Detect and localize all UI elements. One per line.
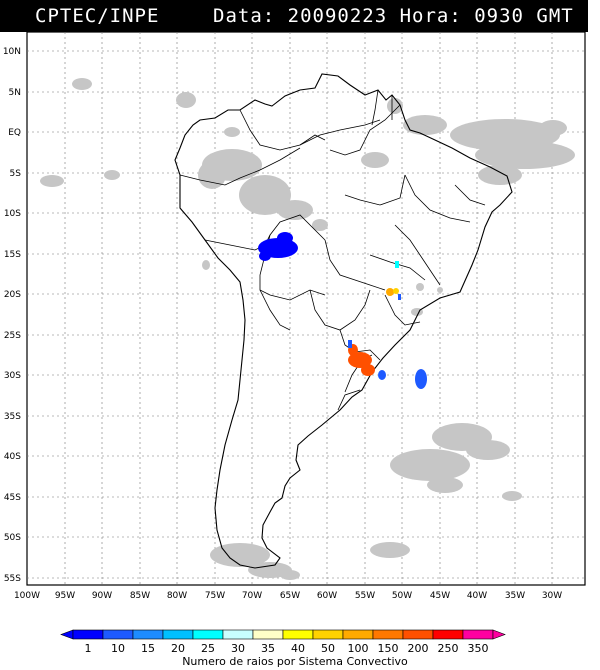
- lat-label: EQ: [8, 128, 21, 138]
- lon-label: 70W: [242, 591, 262, 601]
- lat-label: 10S: [4, 209, 21, 219]
- lat-label: 40S: [4, 452, 21, 462]
- lon-label: 95W: [55, 591, 75, 601]
- lon-label: 100W: [14, 591, 40, 601]
- lat-label: 10N: [3, 47, 21, 57]
- legend-value: 10: [111, 642, 125, 655]
- title-bar: CPTEC/INPE Data: 20090223 Hora: 0930 GMT: [0, 0, 588, 32]
- legend-value: 30: [231, 642, 245, 655]
- lat-label: 20S: [4, 290, 21, 300]
- lon-label: 30W: [542, 591, 562, 601]
- cloud-cover: [40, 78, 575, 580]
- lat-label: 55S: [4, 574, 21, 584]
- lon-label: 50W: [392, 591, 412, 601]
- legend-swatch: [222, 629, 254, 640]
- lon-label: 85W: [130, 591, 150, 601]
- longitude-labels: 100W 95W 90W 85W 80W 75W 70W 65W 60W 55W…: [14, 591, 562, 601]
- legend-value: 50: [321, 642, 335, 655]
- source-label: CPTEC/INPE: [35, 5, 160, 27]
- legend-value: 250: [438, 642, 459, 655]
- date-time-label: Data: 20090223 Hora: 0930 GMT: [213, 5, 574, 27]
- legend-value: 100: [348, 642, 369, 655]
- legend-swatch: [402, 629, 434, 640]
- minas-cluster: [386, 288, 401, 300]
- legend-value: 15: [141, 642, 155, 655]
- color-legend: 1 10 15 20 25 30 35 40 50 100 150 200 25…: [60, 629, 506, 668]
- lat-label: 30S: [4, 371, 21, 381]
- legend-swatch: [372, 629, 404, 640]
- coastline: [174, 73, 513, 569]
- legend-swatch: [342, 629, 374, 640]
- legend-title: Numero de raios por Sistema Convectivo: [182, 655, 408, 668]
- legend-value: 35: [261, 642, 275, 655]
- latitude-labels: 10N 5N EQ 5S 10S 15S 20S 25S 30S 35S 40S…: [3, 47, 21, 584]
- lon-label: 90W: [92, 591, 112, 601]
- legend-swatch: [432, 629, 464, 640]
- lon-label: 35W: [505, 591, 525, 601]
- bolivia-cluster: [258, 232, 298, 261]
- legend-value: 25: [201, 642, 215, 655]
- lon-label: 75W: [205, 591, 225, 601]
- legend-swatch: [282, 629, 314, 640]
- lat-label: 5S: [10, 169, 22, 179]
- lon-label: 55W: [355, 591, 375, 601]
- legend-swatch: [162, 629, 194, 640]
- legend-value: 1: [85, 642, 92, 655]
- legend-swatch: [462, 629, 494, 640]
- lat-label: 50S: [4, 533, 21, 543]
- legend-arrow-right: [492, 629, 506, 640]
- legend-swatch: [252, 629, 284, 640]
- lon-label: 60W: [317, 591, 337, 601]
- convective-systems: [258, 232, 427, 389]
- paraguay-cluster: [348, 340, 375, 376]
- lon-label: 80W: [167, 591, 187, 601]
- legend-swatch: [312, 629, 344, 640]
- legend-value: 40: [291, 642, 305, 655]
- legend-swatch: [192, 629, 224, 640]
- legend-swatches: [60, 629, 506, 640]
- legend-arrow-left: [60, 629, 74, 640]
- lat-label: 45S: [4, 493, 21, 503]
- legend-value: 350: [468, 642, 489, 655]
- lon-label: 40W: [467, 591, 487, 601]
- lon-label: 45W: [430, 591, 450, 601]
- lat-label: 25S: [4, 331, 21, 341]
- lat-label: 35S: [4, 412, 21, 422]
- lat-label: 15S: [4, 250, 21, 260]
- legend-swatch: [72, 629, 104, 640]
- lon-label: 65W: [280, 591, 300, 601]
- rs-cluster: [378, 370, 386, 380]
- map-frame: [26, 32, 586, 586]
- atlantic-cluster: [415, 369, 427, 389]
- map-canvas: 10N 5N EQ 5S 10S 15S 20S 25S 30S 35S 40S…: [3, 32, 586, 668]
- legend-value: 200: [408, 642, 429, 655]
- legend-value: 20: [171, 642, 185, 655]
- legend-swatch: [102, 629, 134, 640]
- legend-value: 150: [378, 642, 399, 655]
- legend-swatch: [132, 629, 164, 640]
- goias-cluster: [395, 261, 399, 268]
- lat-label: 5N: [9, 88, 21, 98]
- legend-labels: 1 10 15 20 25 30 35 40 50 100 150 200 25…: [85, 642, 489, 655]
